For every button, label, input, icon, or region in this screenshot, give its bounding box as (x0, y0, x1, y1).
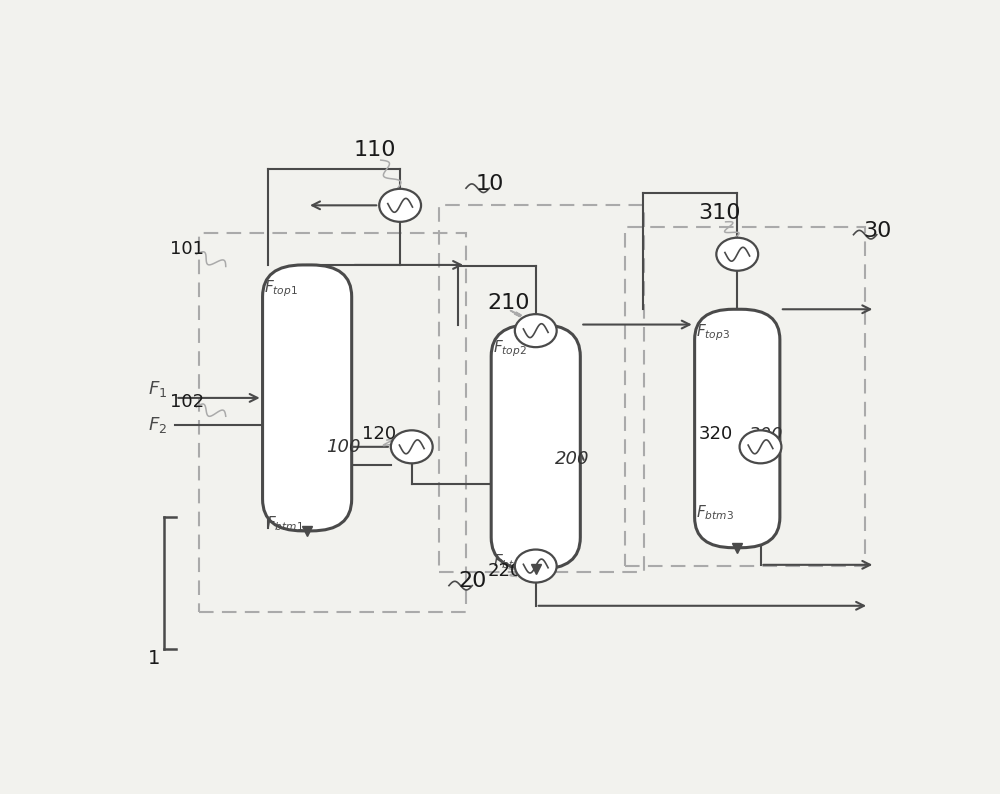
Text: 20: 20 (458, 572, 487, 592)
FancyBboxPatch shape (263, 265, 352, 531)
Text: 100: 100 (326, 437, 361, 456)
Bar (199, 233, 466, 612)
Circle shape (515, 549, 557, 583)
Text: 300: 300 (749, 426, 783, 444)
Text: 210: 210 (488, 293, 530, 314)
Bar (439, 206, 644, 572)
Text: 200: 200 (555, 450, 590, 468)
Circle shape (379, 189, 421, 222)
Text: 220: 220 (488, 562, 522, 580)
Text: $F_{btm2}$: $F_{btm2}$ (493, 552, 531, 571)
Text: 320: 320 (698, 426, 733, 444)
Bar (625, 227, 865, 566)
Text: $F_2$: $F_2$ (148, 415, 167, 435)
Text: $F_{top2}$: $F_{top2}$ (493, 338, 527, 359)
Text: $F_{btm1}$: $F_{btm1}$ (266, 514, 304, 533)
Text: $F_{btm3}$: $F_{btm3}$ (696, 503, 734, 522)
FancyBboxPatch shape (695, 310, 780, 548)
FancyBboxPatch shape (491, 325, 580, 569)
Text: 10: 10 (475, 174, 504, 194)
Circle shape (716, 237, 758, 271)
Text: $F_{top1}$: $F_{top1}$ (264, 279, 298, 299)
Text: 30: 30 (863, 221, 891, 241)
Text: 110: 110 (354, 141, 396, 160)
Text: 120: 120 (362, 425, 396, 443)
Text: $F_1$: $F_1$ (148, 379, 167, 399)
Text: 101: 101 (170, 241, 204, 258)
Circle shape (740, 430, 781, 464)
Text: 310: 310 (698, 202, 741, 223)
Text: 102: 102 (170, 393, 204, 411)
Circle shape (391, 430, 433, 464)
Circle shape (515, 314, 557, 347)
Text: $F_{top3}$: $F_{top3}$ (696, 323, 730, 344)
Text: 1: 1 (148, 649, 161, 668)
